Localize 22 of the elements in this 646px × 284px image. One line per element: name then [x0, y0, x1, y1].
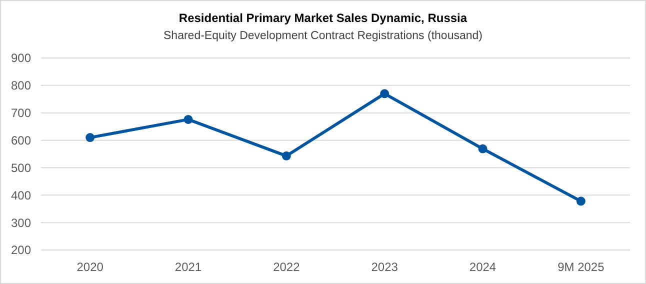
y-tick-label: 700: [10, 106, 32, 120]
point: [184, 114, 193, 124]
point: [380, 89, 390, 98]
chart-subtitle: Shared-Equity Development Contract Registrations (thousand): [164, 30, 483, 42]
x-tick-label: 2021: [174, 260, 202, 274]
point: [576, 196, 586, 206]
y-tick-label: 400: [10, 188, 32, 202]
y-tick-label: 900: [10, 51, 32, 66]
y-tick-label: 200: [10, 243, 32, 258]
point: [478, 144, 488, 154]
x-tick-label: 2024: [469, 260, 496, 274]
x-tick-label: 9M 2025: [558, 260, 605, 274]
y-tick-label: 500: [10, 160, 32, 175]
point: [282, 151, 291, 160]
x-tick-label: 2022: [273, 260, 300, 274]
x-tick-label: 2020: [76, 260, 104, 274]
x-tick-label: 2023: [371, 260, 398, 274]
y-tick-label: 600: [10, 133, 32, 148]
y-tick-label: 800: [10, 78, 32, 93]
y-tick-label: 300: [10, 216, 32, 230]
chart-title: Residential Primary Market Sales Dynamic, Russia: [178, 11, 468, 25]
point: [86, 133, 95, 142]
